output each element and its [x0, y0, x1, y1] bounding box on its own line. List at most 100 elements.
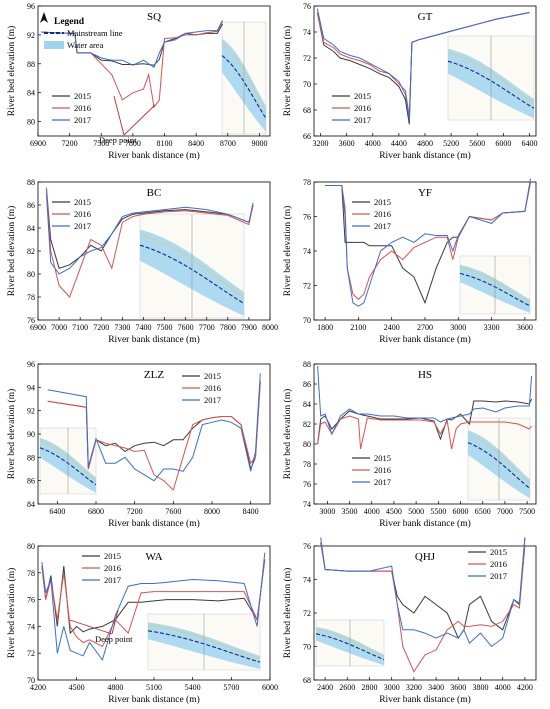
- y-tick-label: 78: [27, 569, 35, 578]
- legend-label-2016: 2016: [374, 209, 391, 219]
- x-tick-label: 5200: [443, 139, 459, 148]
- legend-label-2016: 2016: [104, 563, 121, 573]
- y-tick-label: 70: [27, 676, 35, 685]
- x-tick-label: 2700: [417, 323, 433, 332]
- deep-point-arrow: [123, 104, 156, 136]
- panel-title: YF: [418, 187, 432, 199]
- y-axis-label: River bed elevation (m): [282, 389, 293, 479]
- x-tick-label: 3600: [517, 323, 533, 332]
- x-tick-label: 5400: [185, 683, 201, 692]
- x-tick-label: 4400: [391, 139, 407, 148]
- x-tick-label: 2400: [384, 323, 400, 332]
- x-tick-label: 5700: [223, 683, 239, 692]
- series-line-2017: [317, 365, 533, 436]
- x-tick-label: 7500: [519, 507, 535, 516]
- x-tick-label: 6400: [49, 507, 65, 516]
- x-tick-label: 4500: [386, 507, 402, 516]
- panel-title: ZLZ: [144, 369, 164, 381]
- y-axis-label: River bed elevation (m): [6, 568, 17, 658]
- legend-label-2016: 2016: [74, 209, 91, 219]
- y-tick-label: 66: [303, 132, 311, 141]
- x-axis-label: River bank distance (m): [108, 694, 200, 705]
- mainstream-line: [221, 55, 267, 119]
- y-tick-label: 82: [303, 420, 311, 429]
- mainstream-line: [147, 630, 261, 663]
- road-line: [447, 52, 535, 104]
- deep-point-label-wa: Deep point: [95, 634, 133, 644]
- x-tick-label: 4500: [69, 683, 85, 692]
- road-line: [147, 624, 261, 660]
- y-tick-label: 88: [27, 178, 35, 187]
- series-line-2017: [41, 20, 223, 69]
- y-tick-label: 68: [303, 676, 311, 685]
- x-axis-label: River bank distance (m): [108, 150, 200, 161]
- panel-bc: 6900 7000 7100 7200 7300 7400 7500 7600 7700 7800…: [6, 178, 278, 345]
- water-area-swatch: [44, 41, 64, 49]
- x-tick-label: 3000: [450, 323, 466, 332]
- inset-map: [139, 213, 245, 319]
- legend-label-2015: 2015: [374, 197, 391, 207]
- x-tick-label: 6000: [495, 139, 511, 148]
- series-line-2017: [47, 373, 261, 482]
- x-tick-label: 4200: [30, 683, 46, 692]
- road-line: [467, 434, 531, 484]
- y-tick-label: 76: [303, 480, 311, 489]
- legend-label-2017: 2017: [374, 221, 391, 231]
- x-tick-label: 7200: [93, 323, 109, 332]
- x-tick-label: 4800: [107, 683, 123, 692]
- series-line-2016: [45, 187, 254, 298]
- legend-label-2016: 2016: [374, 465, 391, 475]
- x-tick-label: 2800: [362, 683, 378, 692]
- y-axis-label: River bed elevation (m): [6, 26, 17, 116]
- x-tick-label: 4800: [417, 139, 433, 148]
- series-line-2016: [47, 381, 261, 491]
- legend-label-2017: 2017: [104, 575, 121, 585]
- y-tick-label: 96: [27, 2, 35, 11]
- series-line-2016: [325, 181, 531, 300]
- x-tick-label: 6000: [453, 507, 469, 516]
- x-tick-label: 5000: [408, 507, 424, 516]
- x-tick-label: 3000: [319, 507, 335, 516]
- x-tick-label: 9000: [251, 139, 267, 148]
- y-tick-label: 80: [27, 542, 35, 551]
- legend-label-2015: 2015: [354, 91, 371, 101]
- plot-frame: [313, 363, 537, 505]
- y-axis-label: River bed elevation (m): [282, 26, 293, 116]
- panel-title: HS: [418, 369, 432, 381]
- x-tick-label: 7200: [127, 507, 143, 516]
- legend-label-2015: 2015: [204, 371, 221, 381]
- x-tick-label: 7500: [93, 139, 109, 148]
- x-tick-label: 3500: [342, 507, 358, 516]
- panel-yf: 1800 2100 2400 2700 3000 3300 3600 70 72 74 76 78 Ri…: [282, 178, 537, 345]
- x-tick-label: 6800: [88, 507, 104, 516]
- y-tick-label: 74: [303, 576, 311, 585]
- overlay: Legend Mainstream line Water area Deep p…: [40, 12, 137, 644]
- series-line-2017: [320, 537, 526, 648]
- mainstream-line: [447, 60, 535, 109]
- x-tick-label: 4000: [495, 683, 511, 692]
- road-line: [315, 628, 385, 658]
- x-tick-label: 7200: [62, 139, 78, 148]
- x-tick-label: 8000: [204, 507, 220, 516]
- panels: 6900 7200 7500 7800 8100 8400 8700 9000 80 84 88 92…: [6, 2, 537, 705]
- plot-frame: [37, 5, 271, 137]
- x-tick-label: 7900: [241, 323, 257, 332]
- x-tick-label: 6900: [30, 139, 46, 148]
- mainstream-line: [139, 244, 245, 304]
- x-tick-label: 7800: [220, 323, 236, 332]
- y-tick-label: 70: [303, 80, 311, 89]
- y-tick-label: 76: [303, 542, 311, 551]
- x-tick-label: 3400: [428, 683, 444, 692]
- road-line: [39, 440, 97, 482]
- legend-label-2015: 2015: [490, 547, 507, 557]
- y-tick-label: 78: [303, 460, 311, 469]
- x-axis-label: River bank distance (m): [379, 334, 471, 345]
- y-tick-label: 68: [303, 106, 311, 115]
- y-tick-label: 86: [27, 201, 35, 210]
- x-tick-label: 2100: [350, 323, 366, 332]
- panel-qhj: 2400 2600 2800 3000 3200 3400 3600 3800 4000 4200…: [282, 537, 537, 705]
- y-axis-label: River bed elevation (m): [282, 206, 293, 296]
- x-tick-label: 3200: [406, 683, 422, 692]
- x-tick-label: 4200: [517, 683, 533, 692]
- panel-title: SQ: [147, 11, 161, 23]
